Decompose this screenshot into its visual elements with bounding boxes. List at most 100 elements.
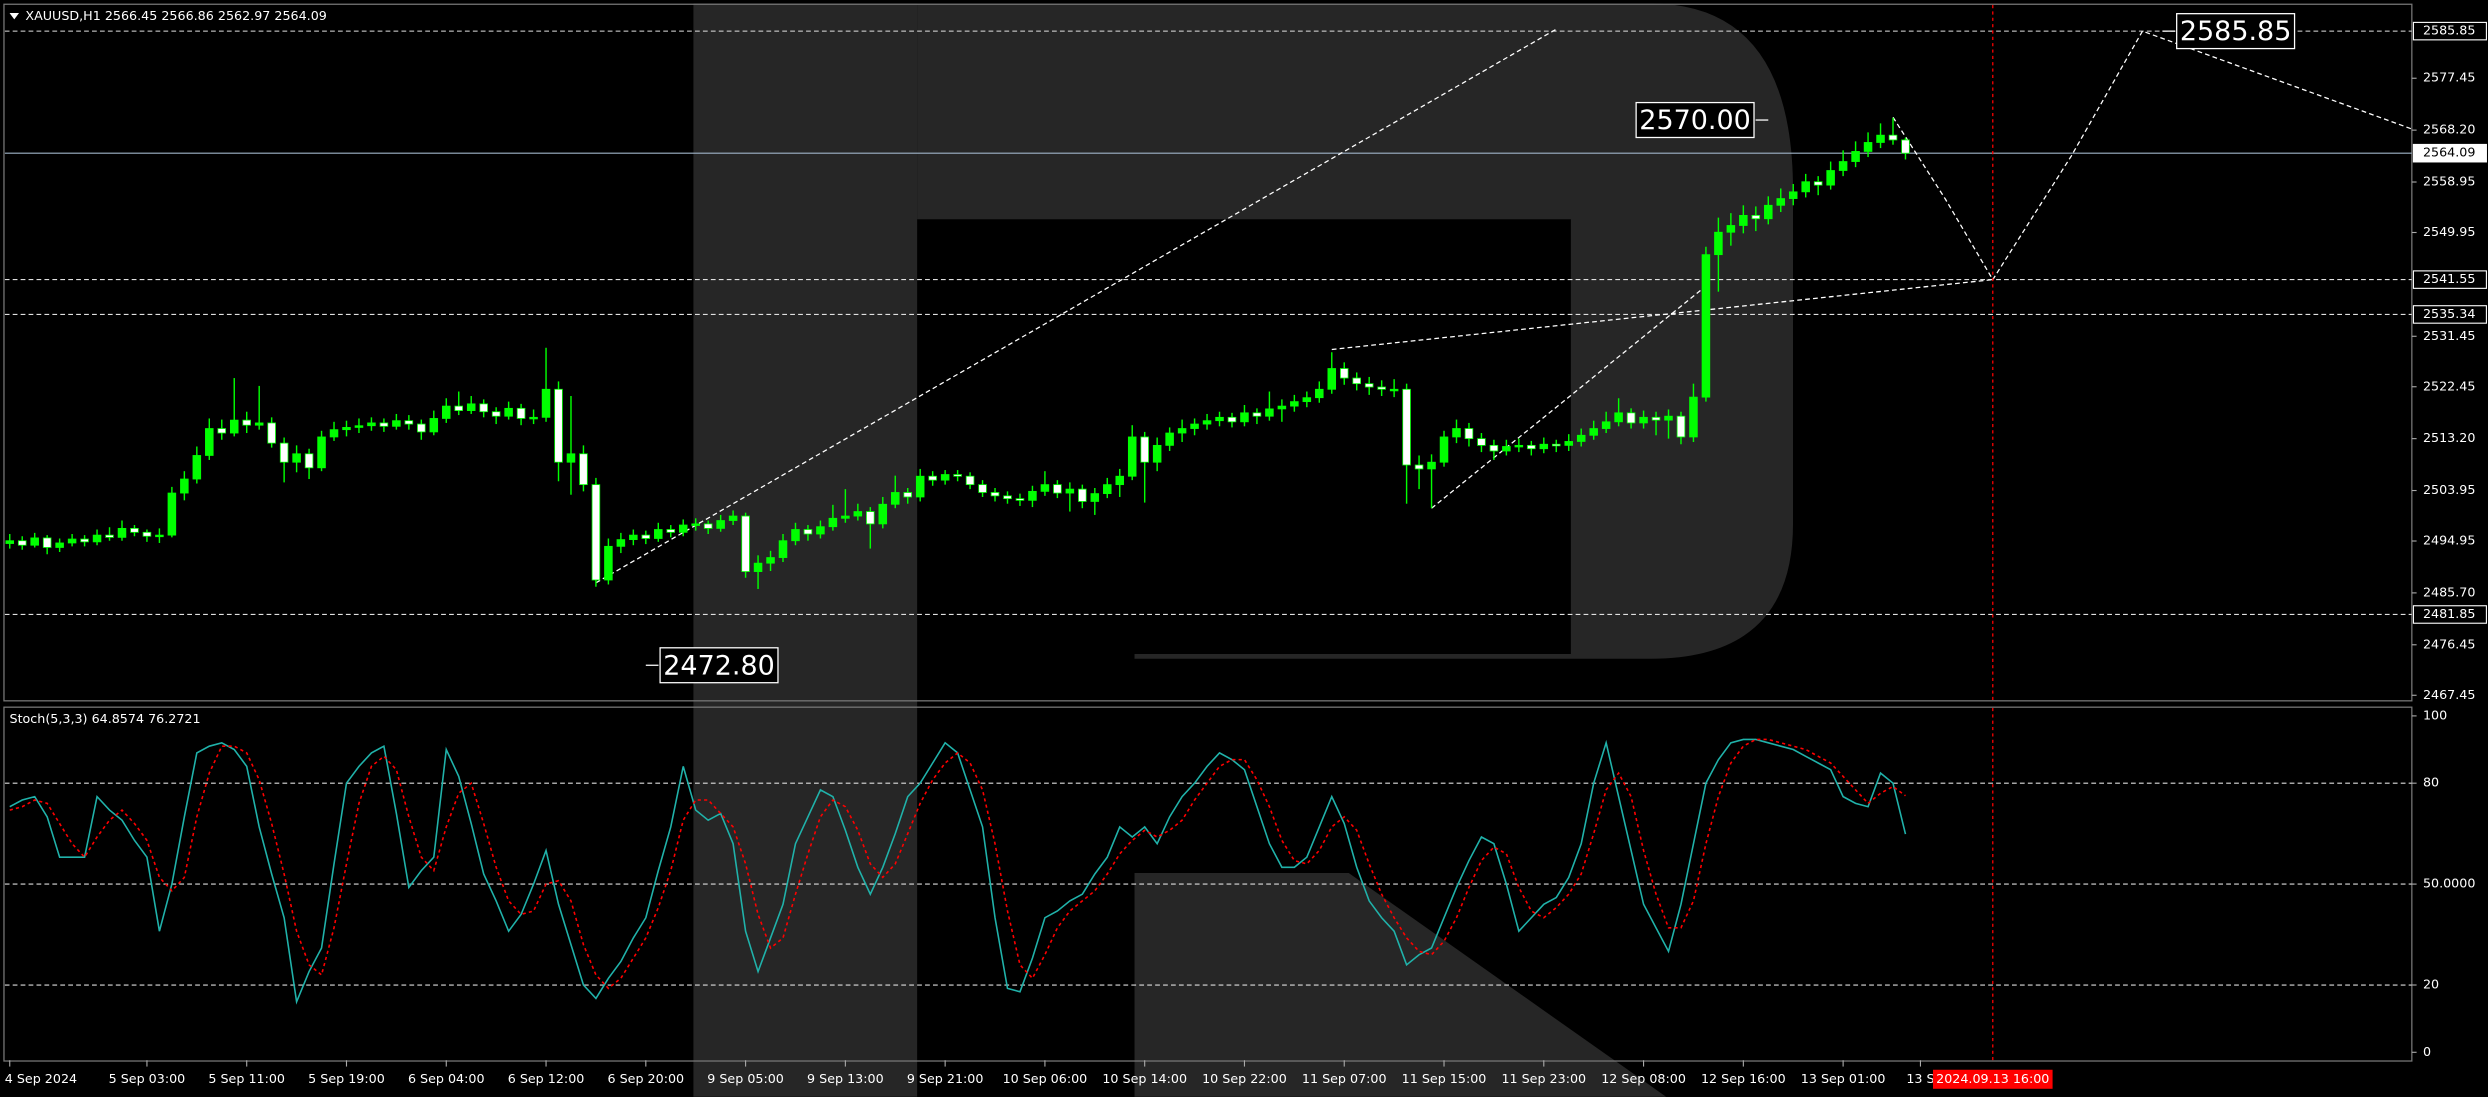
candle-body [392,420,401,427]
annotation-label: 2570.00 [1639,105,1751,136]
candle-body [1888,134,1898,141]
candle-body [442,405,451,419]
candle-body [878,503,888,525]
candle-body [1215,416,1224,422]
collapse-icon [9,12,20,20]
candle-body [1651,416,1661,421]
candle-body [155,534,164,538]
candle-body [466,403,476,411]
candle-body [1364,383,1374,388]
level-label-box [2412,270,2487,289]
y-tick-label: 2467.45 [2423,687,2475,702]
candle-body [541,388,551,418]
candle-body [1739,214,1748,226]
candle-body [1389,388,1399,392]
candle-body [1065,488,1075,494]
candle-body [890,492,900,505]
candle-body [1127,436,1137,477]
watermark [693,3,1794,1097]
candle-body [1527,444,1536,450]
candle-body [329,429,339,438]
y-tick-label: 2577.45 [2423,70,2475,85]
candle-body [117,527,127,538]
stoch-tick-label: 50.0000 [2423,876,2475,891]
candle-body [604,545,613,581]
x-tick-label: 11 Sep 15:00 [1402,1071,1487,1086]
stoch-tick-label: 80 [2423,775,2439,790]
candle-body [903,492,912,498]
candle-body [130,527,139,533]
x-tick-label: 4 Sep 2024 [5,1071,77,1086]
candle-body [791,529,800,542]
candle-body [1664,415,1673,421]
candle-body [1502,446,1511,452]
candle-body [1227,416,1237,423]
stoch-tick-label: 20 [2423,977,2439,992]
y-tick-label: 2494.95 [2423,533,2475,548]
candle-body [1901,139,1910,154]
level-label: 2541.55 [2423,271,2475,286]
level-label: 2535.34 [2423,306,2475,321]
candle-body [180,478,189,494]
candle-body [30,537,39,546]
trend-line [595,28,1557,584]
candle-body [753,562,763,572]
candle-body [691,523,700,526]
candle-body [1813,181,1823,186]
candle-body [1352,377,1361,385]
x-tick-label: 5 Sep 19:00 [308,1071,385,1086]
candle-body [1838,161,1848,171]
level-label-box [2412,143,2487,163]
candle-body [429,418,439,433]
candle-body [279,442,289,463]
candle-body [928,475,937,481]
candle-body [1876,134,1885,143]
level-label: 2564.09 [2423,145,2475,160]
candle-body [1202,420,1212,425]
candle-body [80,538,89,543]
axes: 2577.45 2568.20 2558.95 2549.95 2531.45 2522.… [5,13,2487,1089]
candle-body [229,419,239,434]
candle-body [317,436,326,469]
candle-body [853,511,863,517]
candle-body [1290,401,1299,407]
candle-body [828,517,838,528]
candle-body [1152,444,1162,463]
x-tick-label: 5 Sep 03:00 [109,1071,186,1086]
candle-body [379,422,389,427]
x-tick-label: 6 Sep 20:00 [608,1071,685,1086]
candle-body [1801,181,1810,193]
low-value: 2562.97 [218,8,270,23]
candle-body [1377,386,1386,390]
candle-body [192,455,202,480]
candle-body [1863,142,1873,152]
candle-body [167,492,177,536]
candle-body [1252,412,1262,417]
stoch-line [9,738,1906,990]
candle-body [766,557,775,564]
candle-body [1427,461,1436,470]
x-tick-label: 10 Sep 06:00 [1003,1071,1088,1086]
candle-body [1103,484,1112,495]
level-label-box [2412,605,2487,624]
candle-body [566,453,576,463]
candle-body [1639,416,1648,424]
candle-body [978,484,987,493]
candle-body [105,534,114,538]
candle-body [17,540,27,546]
y-tick-label: 2485.70 [2423,584,2475,599]
candle-body [1788,191,1798,199]
candle-body [1240,412,1249,423]
candle-body [778,540,788,558]
candle-body [803,529,813,535]
level-label-box [2412,305,2487,324]
candle-body [591,484,601,581]
candle-body [254,422,264,426]
candle-body [42,537,52,548]
candle-body [1776,198,1786,206]
candle-body [304,453,314,469]
candle-body [516,407,526,419]
symbol: XAUUSD,H1 [25,8,100,23]
y-tick-label: 2558.95 [2423,174,2475,189]
header-text: XAUUSD,H1 2566.45 2566.86 2562.97 2564.0… [25,8,326,23]
